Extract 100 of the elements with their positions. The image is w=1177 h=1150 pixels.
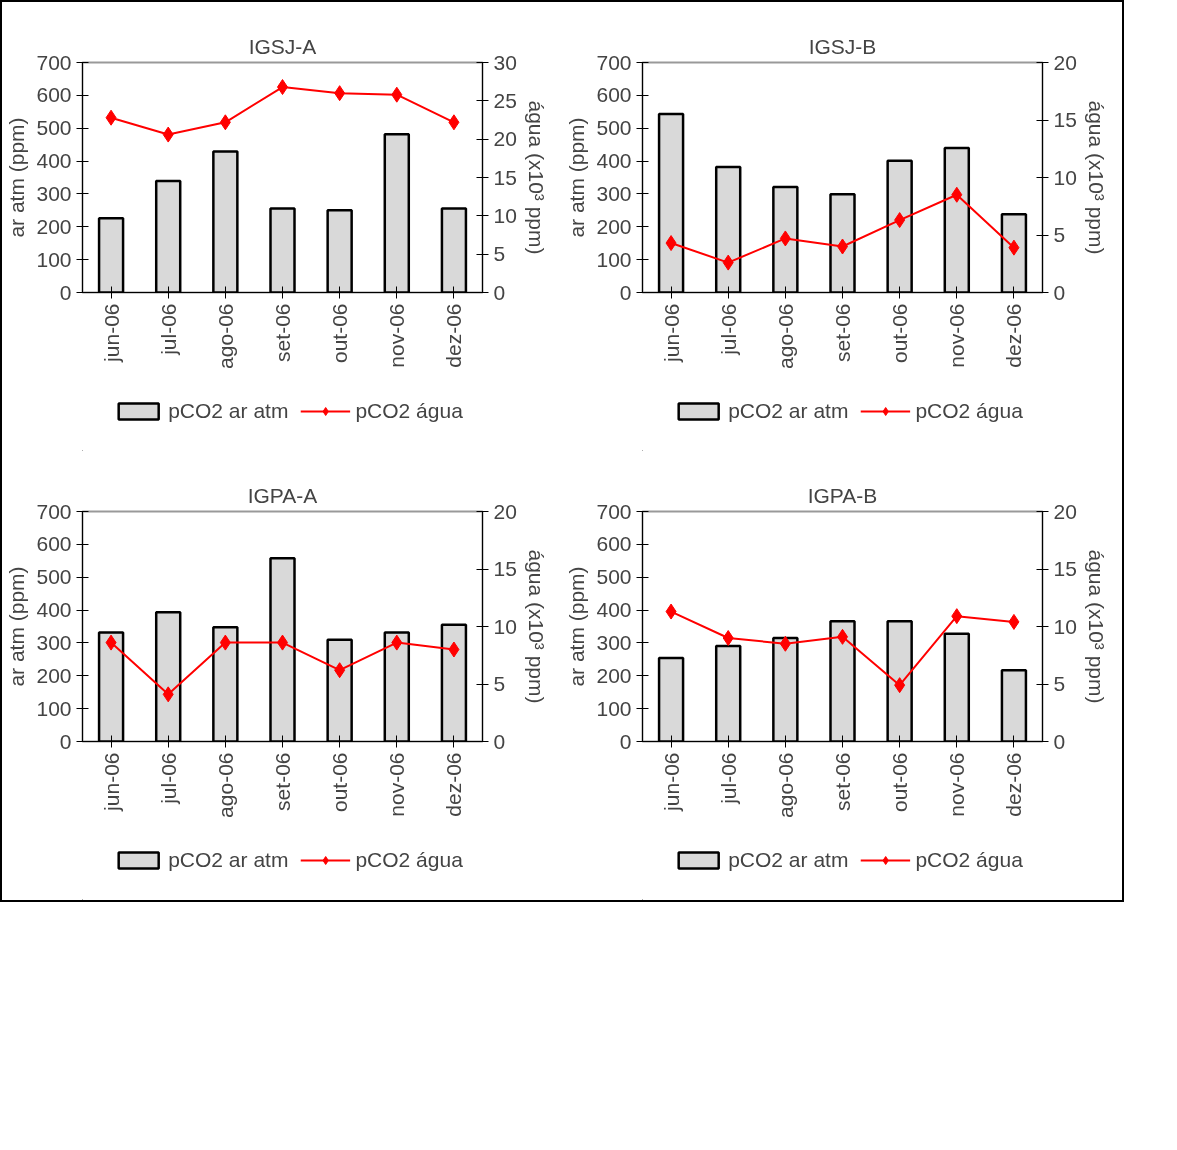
- x-tick-label: nov-06: [945, 303, 969, 368]
- point: [779, 635, 791, 652]
- y2-tick-label: 0: [1053, 729, 1066, 753]
- legend-label: pCO2 água: [915, 399, 1023, 423]
- y-axis-title: ar atm (ppm): [5, 566, 29, 687]
- y2-axis-title: água (x10³ ppm): [1084, 100, 1108, 255]
- point: [162, 126, 174, 143]
- legend-label: pCO2 água: [355, 399, 463, 423]
- y-tick-label: 600: [36, 532, 72, 556]
- x-tick-label: jul-06: [716, 303, 740, 356]
- y-tick-label: 200: [36, 214, 72, 238]
- x-tick-label: nov-06: [385, 303, 409, 368]
- point: [1008, 239, 1020, 256]
- y-tick-label: 200: [596, 663, 632, 687]
- y2-tick-label: 20: [1053, 50, 1077, 74]
- y2-tick-label: 10: [493, 614, 517, 638]
- point: [779, 230, 791, 247]
- y-tick-label: 400: [36, 149, 72, 173]
- y2-axis-title: água (x10³ ppm): [1084, 549, 1108, 704]
- x-tick-label: jun-06: [659, 303, 683, 363]
- x-tick-label: out-06: [328, 752, 352, 813]
- legend-label: pCO2 ar atm: [168, 399, 289, 423]
- legend-label: pCO2 ar atm: [728, 399, 849, 423]
- y-axis-title: ar atm (ppm): [565, 117, 589, 238]
- y-tick-label: 300: [36, 181, 72, 205]
- y2-tick-label: 5: [493, 672, 506, 695]
- point: [219, 634, 231, 651]
- y2-tick-label: 5: [1053, 223, 1066, 246]
- chart-title: IGPA-B: [807, 483, 878, 507]
- y2-tick-label: 15: [493, 557, 517, 580]
- y2-tick-label: 25: [493, 88, 517, 112]
- x-tick-label: ago-06: [213, 303, 237, 369]
- x-tick-label: dez-06: [442, 752, 466, 817]
- y2-tick-label: 15: [1053, 557, 1077, 580]
- y2-tick-label: 5: [493, 242, 506, 266]
- y-tick-label: 500: [36, 565, 72, 589]
- x-tick-label: set-06: [271, 752, 294, 811]
- point: [665, 603, 677, 620]
- y-tick-label: 500: [36, 116, 72, 140]
- x-tick-label: jun-06: [99, 303, 123, 363]
- y2-tick-label: 20: [1053, 499, 1077, 523]
- x-tick-label: set-06: [271, 303, 294, 362]
- legend-label: pCO2 água: [915, 848, 1023, 872]
- y2-tick-label: 20: [493, 499, 517, 523]
- y-tick-label: 100: [596, 696, 632, 720]
- point: [894, 212, 906, 229]
- point: [105, 634, 117, 651]
- chart-title: IGSJ-B: [808, 34, 877, 58]
- x-tick-label: dez-06: [1002, 303, 1026, 368]
- x-tick-label: dez-06: [442, 303, 466, 368]
- x-tick-label: jun-06: [99, 752, 123, 812]
- y-tick-label: 0: [619, 729, 632, 753]
- point: [219, 114, 231, 131]
- y2-tick-label: 0: [493, 280, 506, 304]
- point: [334, 85, 346, 102]
- x-tick-label: dez-06: [1002, 752, 1026, 817]
- y-tick-label: 200: [596, 214, 632, 238]
- y2-tick-label: 15: [493, 165, 517, 189]
- y2-tick-label: 0: [493, 729, 506, 753]
- y-tick-label: 400: [596, 149, 632, 173]
- y-tick-label: 600: [596, 532, 632, 556]
- point: [665, 235, 677, 252]
- y2-tick-label: 20: [493, 127, 517, 151]
- x-tick-label: ago-06: [213, 752, 237, 818]
- y-tick-label: 400: [36, 598, 72, 622]
- y-tick-label: 100: [36, 247, 72, 271]
- point: [951, 186, 963, 203]
- y-tick-label: 500: [596, 116, 632, 140]
- y-tick-label: 700: [596, 50, 632, 74]
- x-tick-label: jun-06: [659, 752, 683, 812]
- y-tick-label: 600: [596, 83, 632, 107]
- y-tick-label: 500: [596, 565, 632, 589]
- legend-label: pCO2 ar atm: [728, 848, 849, 872]
- chart-title: IGPA-A: [247, 483, 318, 507]
- point: [448, 114, 460, 131]
- x-tick-label: out-06: [888, 752, 912, 813]
- y2-tick-label: 0: [1053, 280, 1066, 304]
- point: [391, 634, 403, 651]
- point: [1008, 613, 1020, 630]
- y-tick-label: 0: [59, 280, 72, 304]
- y-tick-label: 100: [36, 696, 72, 720]
- y-axis-title: ar atm (ppm): [5, 117, 29, 238]
- y2-axis-title: água (x10³ ppm): [524, 549, 548, 704]
- point: [334, 662, 346, 679]
- y2-tick-label: 10: [1053, 614, 1077, 638]
- y-tick-label: 300: [596, 181, 632, 205]
- y-tick-label: 0: [619, 280, 632, 304]
- y2-axis-title: água (x10³ ppm): [524, 100, 548, 255]
- y-tick-label: 400: [596, 598, 632, 622]
- y-tick-label: 700: [36, 50, 72, 74]
- point: [391, 86, 403, 103]
- x-tick-label: nov-06: [385, 752, 409, 817]
- point: [722, 630, 734, 646]
- x-tick-label: jul-06: [156, 303, 180, 356]
- point: [448, 641, 460, 658]
- point: [722, 254, 734, 271]
- y2-tick-label: 10: [493, 203, 517, 227]
- y2-tick-label: 30: [493, 50, 517, 74]
- y-tick-label: 700: [596, 499, 632, 523]
- point: [951, 608, 963, 625]
